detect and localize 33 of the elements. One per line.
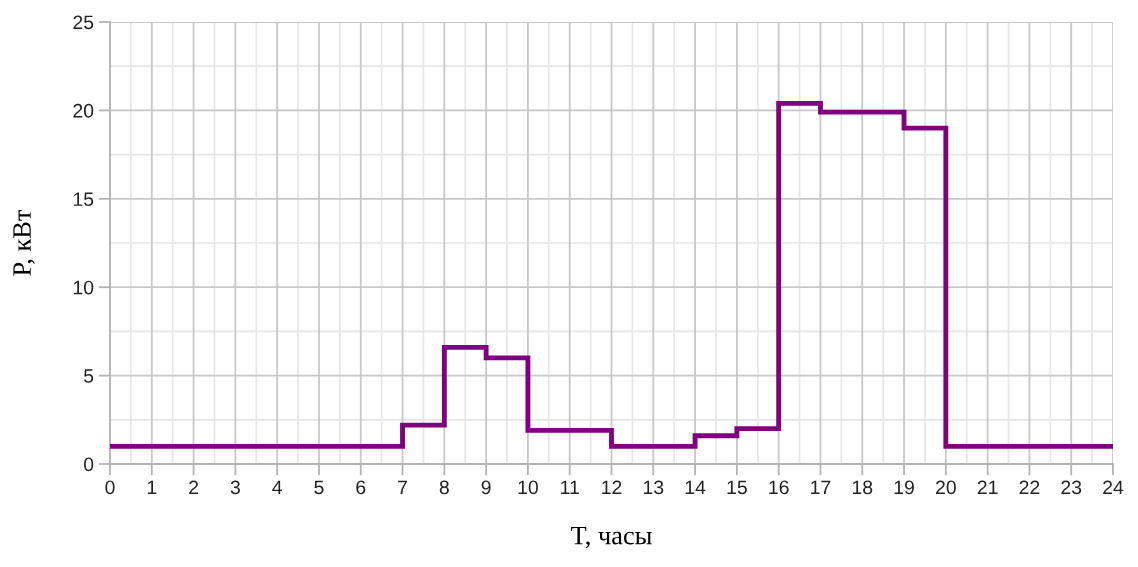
x-tick-label: 3 [230,480,240,495]
y-tick-label: 0 [83,457,94,472]
x-tick-label: 19 [894,480,914,495]
x-tick-label: 18 [852,480,873,495]
x-tick-label: 2 [189,480,199,495]
x-axis-title: T, часы [571,526,652,549]
x-tick-label: 9 [481,480,491,495]
y-tick-label: 10 [73,280,94,295]
x-tick-label: 13 [643,480,664,495]
y-axis-title: P, кВт [13,209,35,276]
x-tick-label: 22 [1019,480,1040,495]
x-tick-label: 7 [398,480,407,495]
x-tick-label: 4 [272,480,283,495]
x-tick-label: 5 [314,480,324,495]
y-tick-label: 25 [73,15,94,30]
y-tick-label: 5 [83,369,94,383]
x-tick-label: 0 [105,480,115,495]
x-tick-label: 15 [727,480,747,495]
y-tick-label: 20 [73,103,94,118]
x-tick-label: 8 [439,480,449,495]
x-tick-label: 20 [936,480,956,495]
x-tick-label: 6 [356,480,366,495]
x-tick-label: 11 [561,480,579,495]
x-tick-label: 12 [602,480,622,495]
x-tick-label: 17 [811,480,831,495]
x-tick-label: 1 [147,480,157,495]
y-tick-label: 15 [73,192,94,207]
x-tick-label: 24 [1103,480,1124,495]
x-tick-label: 21 [977,480,998,495]
x-tick-label: 23 [1061,480,1082,495]
x-tick-label: 14 [685,480,706,495]
x-tick-label: 10 [518,480,538,495]
x-tick-label: 16 [769,480,789,495]
